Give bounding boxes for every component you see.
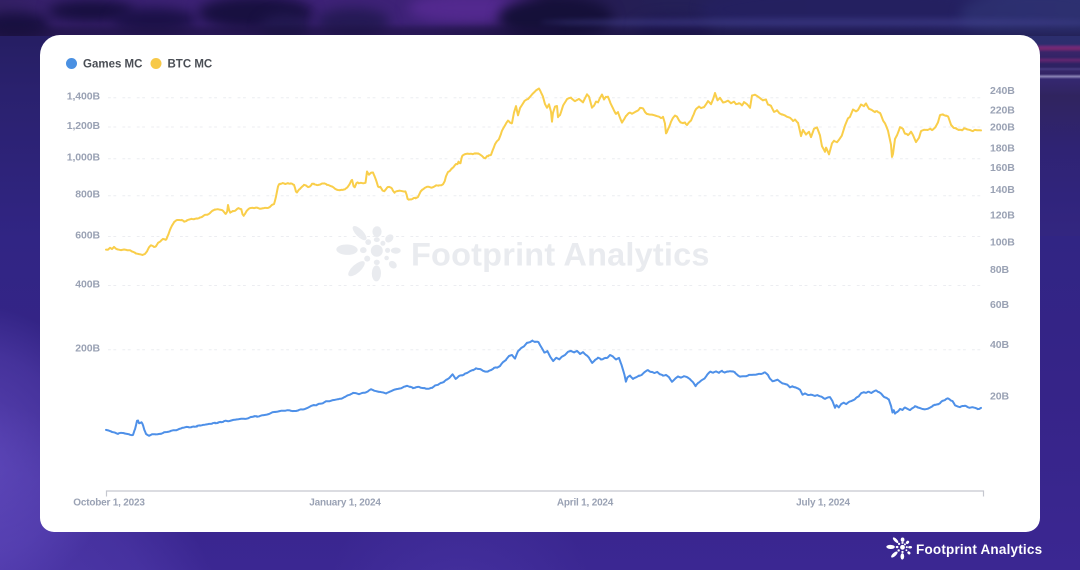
svg-text:220B: 220B	[990, 105, 1015, 117]
svg-text:Footprint Analytics: Footprint Analytics	[916, 542, 1042, 557]
svg-text:1,000B: 1,000B	[67, 152, 101, 164]
svg-text:200B: 200B	[75, 343, 100, 355]
svg-text:600B: 600B	[75, 229, 100, 241]
svg-text:Footprint Analytics: Footprint Analytics	[411, 237, 710, 273]
svg-text:240B: 240B	[990, 85, 1015, 97]
svg-text:180B: 180B	[990, 142, 1015, 154]
svg-text:July 1, 2024: July 1, 2024	[796, 498, 850, 509]
svg-text:60B: 60B	[990, 299, 1009, 311]
svg-text:20B: 20B	[990, 391, 1009, 403]
svg-text:100B: 100B	[990, 237, 1015, 249]
svg-text:January 1, 2024: January 1, 2024	[309, 498, 381, 509]
svg-text:140B: 140B	[990, 184, 1015, 196]
svg-text:400B: 400B	[75, 278, 100, 290]
svg-text:200B: 200B	[990, 121, 1015, 133]
svg-text:40B: 40B	[990, 339, 1009, 351]
svg-text:Games MC: Games MC	[83, 59, 142, 71]
svg-text:1,200B: 1,200B	[67, 120, 101, 132]
svg-text:800B: 800B	[75, 189, 100, 201]
svg-text:April 1, 2024: April 1, 2024	[557, 498, 614, 509]
svg-text:October 1, 2023: October 1, 2023	[73, 498, 145, 509]
svg-text:80B: 80B	[990, 264, 1009, 276]
svg-text:160B: 160B	[990, 162, 1015, 174]
svg-text:1,400B: 1,400B	[67, 91, 101, 103]
svg-text:BTC MC: BTC MC	[168, 59, 213, 71]
svg-text:120B: 120B	[990, 210, 1015, 222]
